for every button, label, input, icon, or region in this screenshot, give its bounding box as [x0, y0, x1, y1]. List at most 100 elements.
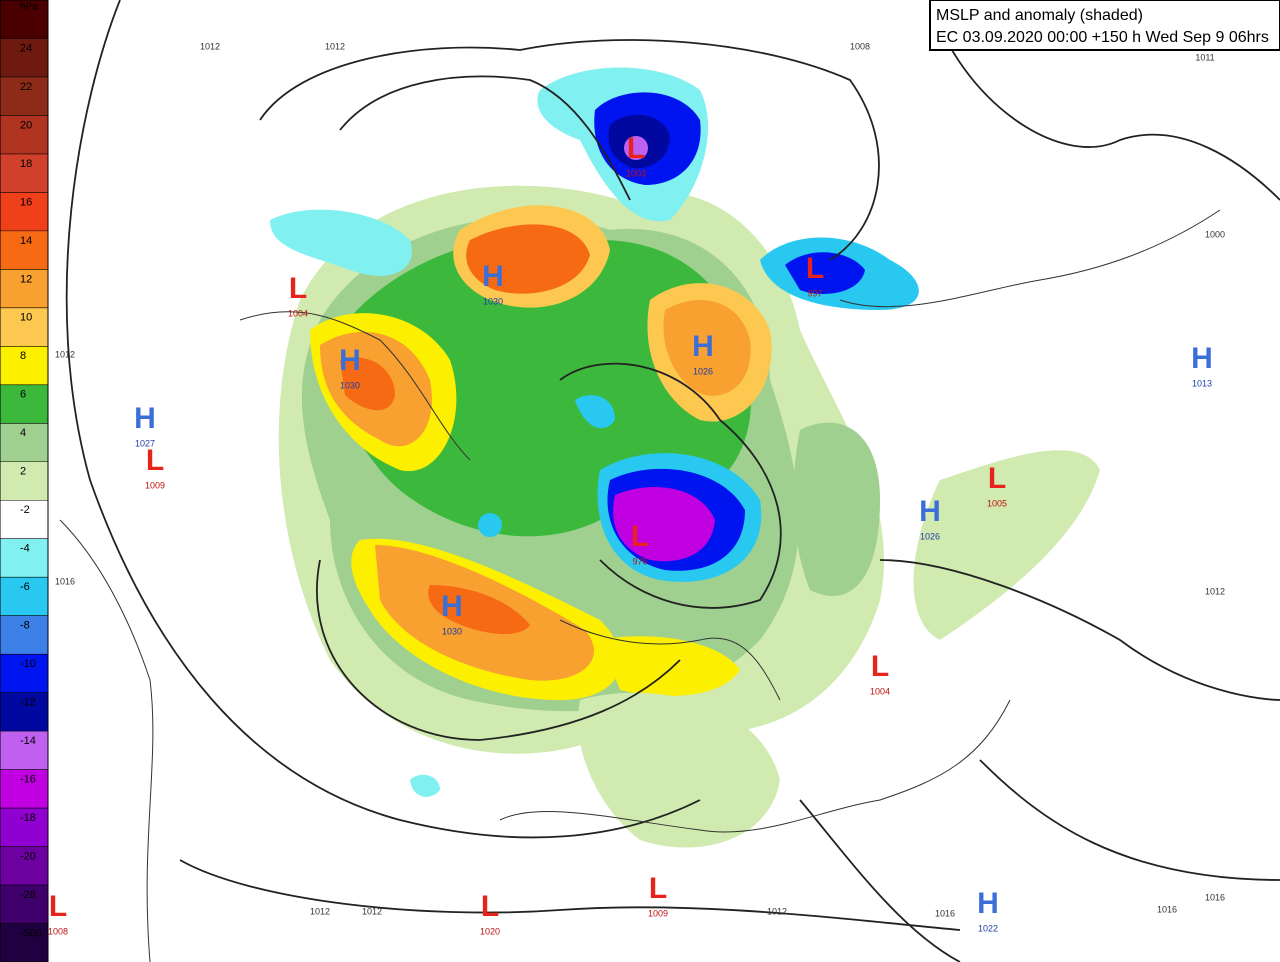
isobar-label: 1012 [1205, 586, 1225, 596]
isobar-label: 1012 [55, 349, 75, 359]
colorbar-swatch [0, 808, 48, 848]
center-letter: L [289, 272, 307, 305]
title-line: MSLP and anomaly (shaded) [936, 7, 1143, 24]
colorbar-label: -10 [20, 658, 36, 670]
colorbar-swatch [0, 885, 48, 925]
colorbar-swatch [0, 307, 48, 347]
colorbar: hPa 24 22 20 18 16 14 12 10 8 6 4 2 -2 -4 -6 -8 -10 -12 -14… [0, 0, 49, 962]
colorbar-label: -12 [20, 697, 36, 709]
colorbar-label: -500 [20, 927, 42, 939]
center-pressure: 1009 [648, 908, 668, 918]
center-letter: H [919, 495, 941, 528]
colorbar-label: -16 [20, 774, 36, 786]
center-letter: L [988, 462, 1006, 495]
center-pressure: 1026 [920, 531, 940, 541]
isobar-label: 1012 [325, 41, 345, 51]
colorbar-frame [0, 0, 49, 962]
colorbar-swatch [0, 192, 48, 232]
center-letter: L [627, 132, 645, 165]
center-pressure: 1004 [870, 686, 890, 696]
center-letter: L [146, 444, 164, 477]
center-letter: H [482, 260, 504, 293]
isobar-label: 1011 [1195, 52, 1214, 62]
isobar-label: 1008 [850, 41, 870, 51]
center-pressure: 1005 [987, 498, 1007, 508]
colorbar-label: 24 [20, 42, 32, 54]
colorbar-swatch [0, 76, 48, 116]
colorbar-swatch [0, 461, 48, 501]
isobar-label: 1016 [1205, 892, 1225, 902]
colorbar-swatch [0, 269, 48, 309]
colorbar-label: 16 [20, 196, 32, 208]
center-letter: L [631, 520, 649, 553]
colorbar-swatch [0, 38, 48, 78]
center-pressure: 1027 [135, 438, 155, 448]
isobar-label: 1012 [767, 906, 787, 916]
center-letter: L [871, 650, 889, 683]
center-letter: H [977, 887, 999, 920]
colorbar-label: 2 [20, 466, 26, 478]
title-box: MSLP and anomaly (shaded) EC 03.09.2020 … [929, 0, 1280, 51]
center-letter: L [481, 890, 499, 923]
colorbar-swatch [0, 500, 48, 540]
center-pressure: 1030 [340, 380, 360, 390]
title-frame [929, 0, 1280, 51]
colorbar-label: -4 [20, 543, 30, 555]
colorbar-swatch [0, 115, 48, 155]
colorbar-swatch [0, 923, 48, 962]
isobar-label: 1012 [362, 906, 382, 916]
colorbar-swatch [0, 153, 48, 193]
center-letter: H [441, 590, 463, 623]
anomaly-shading [270, 67, 1100, 848]
center-letter: H [339, 344, 361, 377]
map-labels: L1003L997H1030L1004H1026H1030H1013H1027L… [48, 41, 1225, 936]
center-pressure: 1004 [288, 308, 308, 318]
colorbar-swatch [0, 423, 48, 463]
isobar-label: 1016 [935, 908, 955, 918]
center-pressure: 1030 [442, 626, 462, 636]
center-letter: L [649, 872, 667, 905]
isobar-label: 1012 [200, 41, 220, 51]
colorbar-label: 14 [20, 235, 32, 247]
colorbar-swatch [0, 692, 48, 732]
colorbar-swatch [0, 384, 48, 424]
colorbar-label: 20 [20, 119, 32, 131]
colorbar-label: 12 [20, 273, 32, 285]
colorbar-swatch [0, 230, 48, 270]
colorbar-swatch [0, 538, 48, 578]
colorbar-swatch [0, 654, 48, 694]
colorbar-label: 4 [20, 427, 26, 439]
colorbar-label: 10 [20, 312, 32, 324]
center-letter: L [49, 890, 67, 923]
isobar-label: 1012 [310, 906, 330, 916]
title-line: EC 03.09.2020 00:00 +150 h Wed Sep 9 06h… [936, 29, 1269, 46]
center-pressure: 1026 [693, 366, 713, 376]
colorbar-swatch [0, 615, 48, 655]
center-pressure: 1013 [1192, 378, 1212, 388]
colorbar-swatch [0, 346, 48, 386]
colorbar-label: 6 [20, 389, 26, 401]
colorbar-swatch [0, 731, 48, 771]
isobar-label: 1000 [1205, 229, 1225, 239]
colorbar-label: -2 [20, 504, 30, 516]
center-pressure: 1022 [978, 923, 998, 933]
center-pressure: 997 [807, 288, 822, 298]
center-letter: H [134, 402, 156, 435]
isobar-label: 1016 [55, 576, 75, 586]
isobars [65, 0, 1280, 962]
colorbar-label: -18 [20, 812, 36, 824]
center-pressure: 1003 [626, 168, 646, 178]
center-pressure: 1020 [480, 926, 500, 936]
center-letter: H [692, 330, 714, 363]
colorbar-label: 22 [20, 81, 32, 93]
colorbar-swatch [0, 577, 48, 617]
colorbar-label: -14 [20, 735, 36, 747]
center-pressure: 1008 [48, 926, 68, 936]
colorbar-swatch [0, 0, 48, 39]
colorbar-label: 8 [20, 350, 26, 362]
center-pressure: 1009 [145, 480, 165, 490]
center-pressure: 1030 [483, 296, 503, 306]
colorbar-unit: hPa [20, 2, 38, 13]
colorbar-swatch [0, 846, 48, 886]
